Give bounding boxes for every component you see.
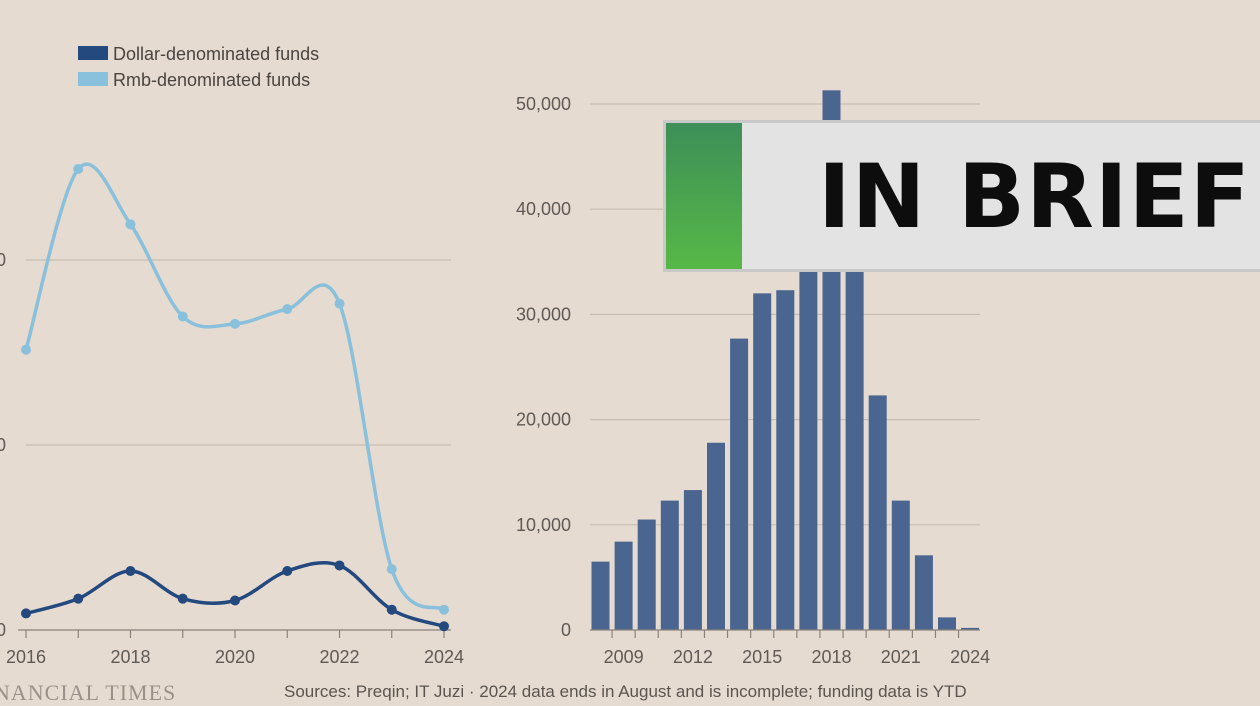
bar — [799, 182, 818, 630]
line-series-rmb — [24, 162, 446, 612]
line-data-point — [125, 565, 136, 576]
line-chart-y-tick-label: 0 — [0, 620, 6, 640]
line-data-point — [386, 604, 397, 615]
bar — [868, 395, 887, 630]
bar-chart-x-tick-label: 2012 — [673, 647, 713, 667]
legend-swatch-dollar — [78, 46, 108, 60]
line-data-point — [73, 164, 84, 174]
legend-label-dollar: Dollar-denominated funds — [113, 44, 319, 64]
line-data-point — [21, 608, 31, 619]
bar — [776, 290, 795, 630]
line-chart-x-tick-label: 2016 — [6, 647, 46, 667]
line-data-point — [125, 219, 136, 230]
bar — [914, 555, 933, 630]
bar — [961, 627, 980, 630]
line-chart-x-tick-label: 2020 — [215, 647, 255, 667]
bar — [660, 500, 679, 630]
bar — [707, 442, 725, 630]
bar — [891, 500, 910, 630]
bar — [938, 617, 956, 630]
bar — [637, 519, 656, 630]
banner-title: IN BRIEF — [818, 144, 1251, 248]
line-data-point — [177, 311, 188, 322]
legend-swatch-rmb — [78, 72, 108, 86]
banner-accent-bar — [666, 123, 742, 269]
bar — [730, 338, 749, 630]
bar-chart-y-tick-label: 50,000 — [516, 94, 571, 114]
line-chart-y-tick-label: 0 — [0, 250, 6, 270]
line-data-point — [386, 564, 397, 575]
bar — [614, 541, 633, 630]
line-data-point — [439, 621, 449, 632]
bar — [683, 490, 702, 630]
publisher-brand: NANCIAL TIMES — [0, 680, 177, 705]
line-data-point — [282, 304, 293, 315]
bar-chart-x-tick-label: 2015 — [742, 647, 782, 667]
bar — [753, 293, 772, 630]
line-data-point — [73, 593, 84, 604]
bar — [845, 167, 864, 630]
in-brief-banner: IN BRIEF — [666, 123, 1260, 269]
bar-chart-y-tick-label: 0 — [561, 620, 571, 640]
bar-chart-y-tick-label: 20,000 — [516, 410, 571, 430]
line-data-point — [21, 344, 31, 355]
line-series-dollar — [25, 561, 445, 628]
line-data-point — [334, 560, 345, 571]
bar-chart-x-tick-label: 2024 — [950, 647, 990, 667]
source-note: Sources: Preqin; IT Juzi · 2024 data end… — [284, 682, 967, 701]
bar-chart-x-tick-label: 2009 — [604, 647, 644, 667]
line-data-point — [230, 595, 240, 606]
line-data-point — [177, 593, 188, 604]
banner-body: IN BRIEF — [742, 123, 1260, 269]
bar-chart-y-tick-label: 40,000 — [516, 199, 571, 219]
line-data-point — [282, 565, 293, 576]
line-chart-x-tick-label: 2024 — [424, 647, 464, 667]
line-data-point — [439, 604, 449, 615]
funding-bar-chart: 0 10,000 20,000 30,000 40,000 50,000 2009 2012 2… — [516, 90, 990, 667]
bar-chart-y-tick-label: 10,000 — [516, 515, 571, 535]
legend-label-rmb: Rmb-denominated funds — [113, 70, 310, 90]
line-chart-x-tick-label: 2018 — [110, 647, 150, 667]
bar-chart-y-tick-label: 30,000 — [516, 304, 571, 324]
line-chart-y-tick-label: 0 — [0, 435, 6, 455]
bar-chart-x-tick-label: 2018 — [811, 647, 851, 667]
bar — [591, 561, 610, 630]
line-data-point — [230, 318, 240, 329]
line-chart-x-tick-label: 2022 — [319, 647, 359, 667]
line-data-point — [334, 298, 345, 309]
bar-chart-x-tick-label: 2021 — [881, 647, 921, 667]
